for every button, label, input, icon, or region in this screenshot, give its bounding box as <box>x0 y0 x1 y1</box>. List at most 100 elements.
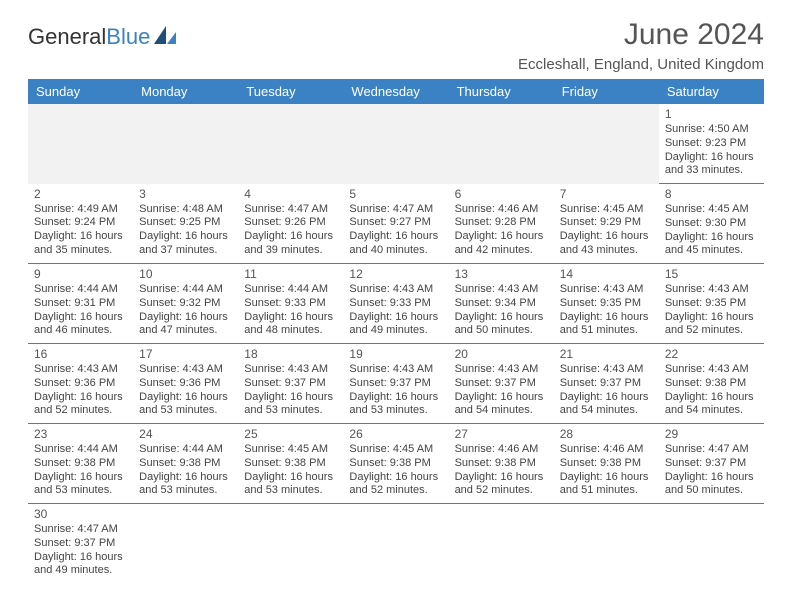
day-header: Thursday <box>449 79 554 104</box>
day-header: Wednesday <box>343 79 448 104</box>
day-number: 19 <box>349 347 442 362</box>
day-number: 23 <box>34 427 127 442</box>
day-number: 13 <box>455 267 548 282</box>
daylight-text: Daylight: 16 hours and 52 minutes. <box>349 471 442 499</box>
sunrise-text: Sunrise: 4:43 AM <box>349 283 442 297</box>
calendar-cell <box>238 104 343 184</box>
sunset-text: Sunset: 9:38 PM <box>665 377 758 391</box>
daylight-text: Daylight: 16 hours and 54 minutes. <box>560 391 653 419</box>
sunset-text: Sunset: 9:27 PM <box>349 216 442 230</box>
sunset-text: Sunset: 9:38 PM <box>349 457 442 471</box>
sunrise-text: Sunrise: 4:43 AM <box>665 363 758 377</box>
calendar-cell: 11Sunrise: 4:44 AMSunset: 9:33 PMDayligh… <box>238 264 343 344</box>
daylight-text: Daylight: 16 hours and 53 minutes. <box>349 391 442 419</box>
day-header: Tuesday <box>238 79 343 104</box>
day-number: 5 <box>349 187 442 202</box>
sunrise-text: Sunrise: 4:45 AM <box>665 203 758 217</box>
sunrise-text: Sunrise: 4:47 AM <box>244 203 337 217</box>
day-header: Friday <box>554 79 659 104</box>
day-number: 10 <box>139 267 232 282</box>
calendar-cell: 14Sunrise: 4:43 AMSunset: 9:35 PMDayligh… <box>554 264 659 344</box>
daylight-text: Daylight: 16 hours and 49 minutes. <box>349 311 442 339</box>
day-number: 11 <box>244 267 337 282</box>
sunrise-text: Sunrise: 4:50 AM <box>665 123 758 137</box>
day-number: 8 <box>665 187 758 202</box>
calendar-cell: 3Sunrise: 4:48 AMSunset: 9:25 PMDaylight… <box>133 184 238 264</box>
sunrise-text: Sunrise: 4:43 AM <box>455 283 548 297</box>
day-number: 20 <box>455 347 548 362</box>
sunset-text: Sunset: 9:34 PM <box>455 297 548 311</box>
sunrise-text: Sunrise: 4:43 AM <box>560 283 653 297</box>
sunrise-text: Sunrise: 4:46 AM <box>560 443 653 457</box>
daylight-text: Daylight: 16 hours and 53 minutes. <box>139 391 232 419</box>
sunset-text: Sunset: 9:37 PM <box>349 377 442 391</box>
calendar-cell: 5Sunrise: 4:47 AMSunset: 9:27 PMDaylight… <box>343 184 448 264</box>
page-subtitle: Eccleshall, England, United Kingdom <box>518 56 764 73</box>
day-number: 26 <box>349 427 442 442</box>
sunrise-text: Sunrise: 4:49 AM <box>34 203 127 217</box>
daylight-text: Daylight: 16 hours and 40 minutes. <box>349 230 442 258</box>
calendar-cell: 18Sunrise: 4:43 AMSunset: 9:37 PMDayligh… <box>238 344 343 424</box>
daylight-text: Daylight: 16 hours and 39 minutes. <box>244 230 337 258</box>
sunset-text: Sunset: 9:37 PM <box>560 377 653 391</box>
daylight-text: Daylight: 16 hours and 50 minutes. <box>665 471 758 499</box>
sunset-text: Sunset: 9:37 PM <box>455 377 548 391</box>
day-number: 18 <box>244 347 337 362</box>
calendar-cell: 9Sunrise: 4:44 AMSunset: 9:31 PMDaylight… <box>28 264 133 344</box>
sunrise-text: Sunrise: 4:44 AM <box>139 283 232 297</box>
day-number: 2 <box>34 187 127 202</box>
calendar-cell <box>343 504 448 584</box>
daylight-text: Daylight: 16 hours and 46 minutes. <box>34 311 127 339</box>
sunrise-text: Sunrise: 4:46 AM <box>455 203 548 217</box>
daylight-text: Daylight: 16 hours and 37 minutes. <box>139 230 232 258</box>
daylight-text: Daylight: 16 hours and 45 minutes. <box>665 231 758 259</box>
sunset-text: Sunset: 9:38 PM <box>455 457 548 471</box>
calendar-table: SundayMondayTuesdayWednesdayThursdayFrid… <box>28 79 764 583</box>
day-number: 1 <box>665 107 758 122</box>
daylight-text: Daylight: 16 hours and 53 minutes. <box>139 471 232 499</box>
sunrise-text: Sunrise: 4:43 AM <box>244 363 337 377</box>
calendar-cell: 8Sunrise: 4:45 AMSunset: 9:30 PMDaylight… <box>659 184 764 264</box>
daylight-text: Daylight: 16 hours and 50 minutes. <box>455 311 548 339</box>
daylight-text: Daylight: 16 hours and 52 minutes. <box>34 391 127 419</box>
daylight-text: Daylight: 16 hours and 33 minutes. <box>665 151 758 179</box>
daylight-text: Daylight: 16 hours and 53 minutes. <box>34 471 127 499</box>
sunrise-text: Sunrise: 4:45 AM <box>560 203 653 217</box>
calendar-cell <box>133 504 238 584</box>
sunrise-text: Sunrise: 4:44 AM <box>34 443 127 457</box>
daylight-text: Daylight: 16 hours and 52 minutes. <box>455 471 548 499</box>
logo-text-blue: Blue <box>106 24 150 50</box>
sunset-text: Sunset: 9:35 PM <box>665 297 758 311</box>
daylight-text: Daylight: 16 hours and 35 minutes. <box>34 230 127 258</box>
sunrise-text: Sunrise: 4:43 AM <box>665 283 758 297</box>
page-title: June 2024 <box>518 18 764 52</box>
sunset-text: Sunset: 9:31 PM <box>34 297 127 311</box>
day-number: 25 <box>244 427 337 442</box>
sunset-text: Sunset: 9:33 PM <box>244 297 337 311</box>
sunset-text: Sunset: 9:35 PM <box>560 297 653 311</box>
sunrise-text: Sunrise: 4:47 AM <box>349 203 442 217</box>
sunset-text: Sunset: 9:28 PM <box>455 216 548 230</box>
calendar-cell: 24Sunrise: 4:44 AMSunset: 9:38 PMDayligh… <box>133 424 238 504</box>
daylight-text: Daylight: 16 hours and 47 minutes. <box>139 311 232 339</box>
title-block: June 2024 Eccleshall, England, United Ki… <box>518 18 764 73</box>
sunrise-text: Sunrise: 4:44 AM <box>139 443 232 457</box>
sunrise-text: Sunrise: 4:47 AM <box>34 523 127 537</box>
calendar-cell: 21Sunrise: 4:43 AMSunset: 9:37 PMDayligh… <box>554 344 659 424</box>
calendar-cell <box>133 104 238 184</box>
calendar-cell: 10Sunrise: 4:44 AMSunset: 9:32 PMDayligh… <box>133 264 238 344</box>
calendar-cell <box>343 104 448 184</box>
sunrise-text: Sunrise: 4:43 AM <box>560 363 653 377</box>
calendar-body: 1Sunrise: 4:50 AMSunset: 9:23 PMDaylight… <box>28 104 764 583</box>
sunset-text: Sunset: 9:37 PM <box>244 377 337 391</box>
calendar-cell: 12Sunrise: 4:43 AMSunset: 9:33 PMDayligh… <box>343 264 448 344</box>
sunset-text: Sunset: 9:38 PM <box>34 457 127 471</box>
day-number: 16 <box>34 347 127 362</box>
sunset-text: Sunset: 9:38 PM <box>560 457 653 471</box>
daylight-text: Daylight: 16 hours and 48 minutes. <box>244 311 337 339</box>
logo: GeneralBlue <box>28 18 176 50</box>
day-number: 27 <box>455 427 548 442</box>
sunset-text: Sunset: 9:36 PM <box>139 377 232 391</box>
sunrise-text: Sunrise: 4:43 AM <box>455 363 548 377</box>
daylight-text: Daylight: 16 hours and 53 minutes. <box>244 471 337 499</box>
